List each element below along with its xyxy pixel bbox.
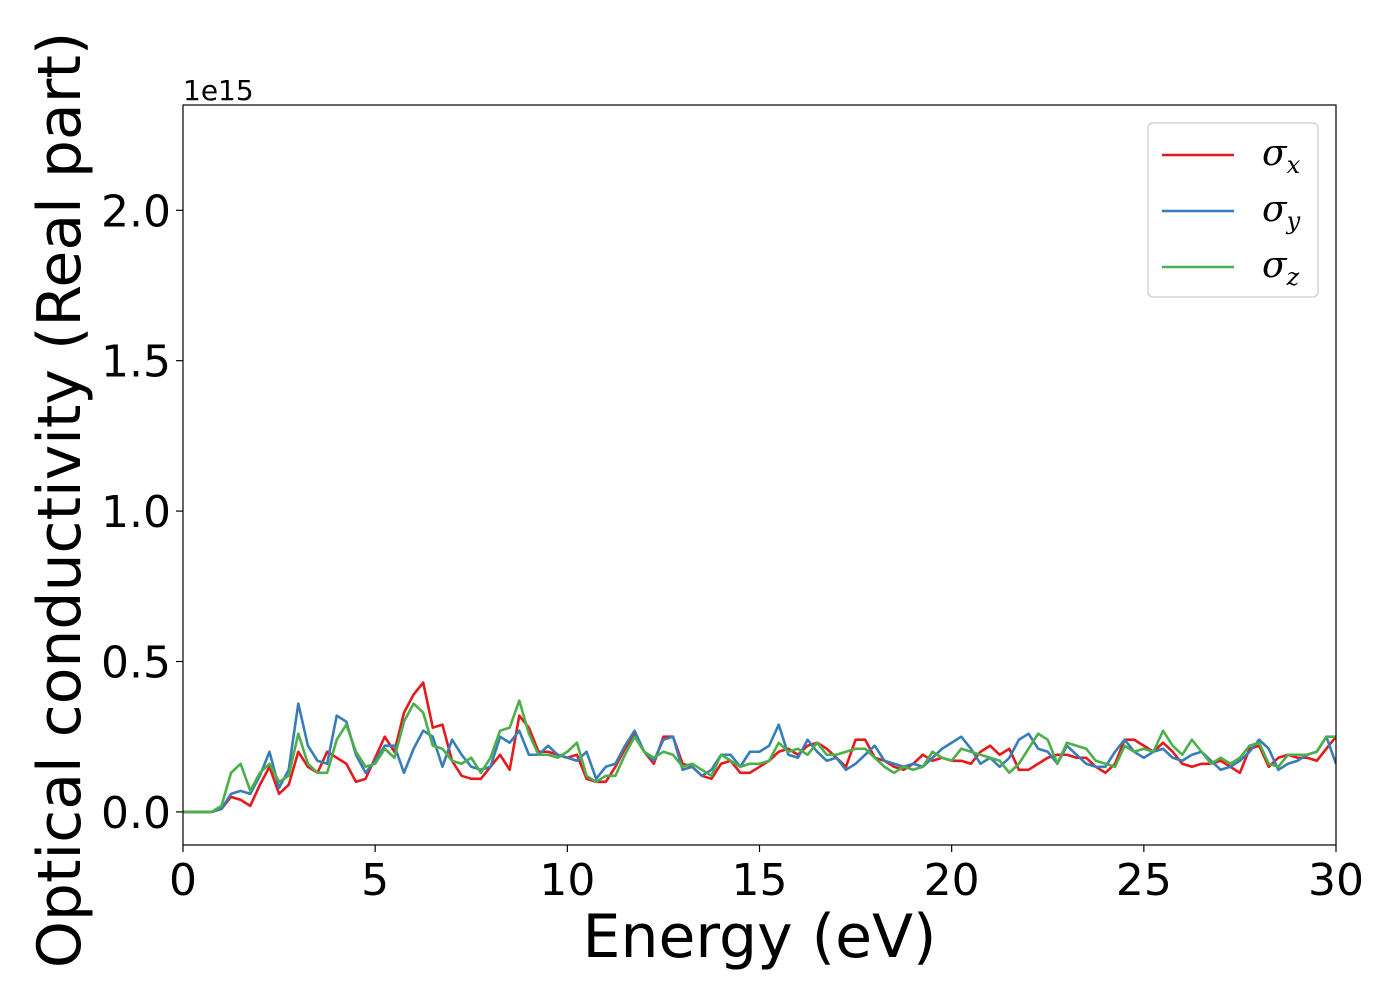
x-axis: 0 5 10 15 20 25 30: [169, 845, 1364, 906]
x-tick-label: 10: [539, 855, 595, 906]
series-line-z: [183, 699, 1336, 814]
legend-label-x: σx: [1262, 133, 1301, 179]
plot-lines: [183, 681, 1336, 814]
legend-label-subscript: x: [1287, 151, 1301, 179]
y-tick-label: 0.0: [101, 788, 171, 839]
series-line-x: [183, 681, 1336, 814]
x-tick-label: 5: [361, 855, 389, 906]
y-tick-label: 0.5: [101, 638, 171, 689]
legend-label-base: σ: [1262, 133, 1288, 174]
x-tick-label: 30: [1308, 855, 1364, 906]
x-tick-label: 0: [169, 855, 197, 906]
legend-label-base: σ: [1262, 189, 1288, 230]
y-tick-label: 1.5: [101, 337, 171, 388]
y-tick-label: 1.0: [101, 487, 171, 538]
legend-label-z: σz: [1262, 245, 1300, 291]
x-tick-label: 20: [924, 855, 980, 906]
y-axis: 0.0 0.5 1.0 1.5 2.0: [101, 186, 183, 839]
x-axis-title: Energy (eV): [583, 902, 937, 972]
legend-label-base: σ: [1262, 245, 1288, 286]
y-tick-label: 2.0: [101, 186, 171, 237]
y-offset-label: 1e15: [183, 74, 254, 107]
y-axis-title: Optical conductivity (Real part): [25, 32, 95, 969]
x-tick-label: 15: [732, 855, 788, 906]
legend-label-subscript: y: [1286, 207, 1301, 235]
x-tick-label: 25: [1116, 855, 1172, 906]
series-line-y: [183, 702, 1336, 814]
legend-label-y: σy: [1262, 189, 1301, 235]
legend-label-subscript: z: [1286, 263, 1300, 291]
